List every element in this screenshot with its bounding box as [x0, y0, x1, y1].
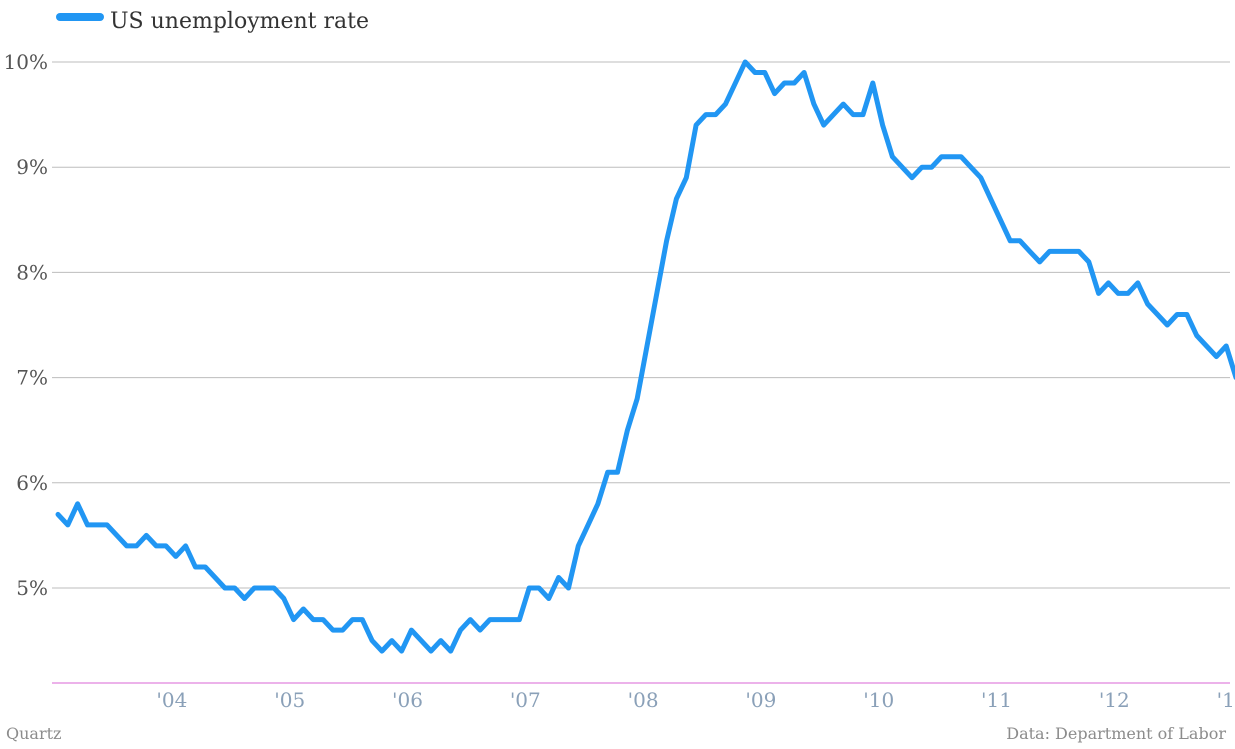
legend: US unemployment rate — [56, 9, 369, 34]
y-tick-label: 8% — [16, 260, 48, 284]
x-tick-label: '04 — [156, 688, 187, 712]
y-tick-label: 6% — [16, 471, 48, 495]
x-tick-label: '05 — [274, 688, 305, 712]
y-tick-label: 5% — [16, 576, 48, 600]
x-tick-label: '07 — [510, 688, 541, 712]
x-tick-label: '09 — [745, 688, 776, 712]
y-axis-tick-labels: 5% 6% 7% 8% 9% 10% — [4, 50, 48, 600]
x-tick-label: '13 — [1217, 688, 1235, 712]
x-tick-label: '10 — [863, 688, 894, 712]
gridlines — [52, 61, 1230, 589]
x-tick-label: '12 — [1099, 688, 1130, 712]
series-line — [55, 59, 1235, 654]
series-group — [55, 59, 1235, 654]
footer-source-brand: Quartz — [6, 724, 61, 743]
x-tick-label: '08 — [628, 688, 659, 712]
legend-label: US unemployment rate — [110, 9, 369, 34]
x-axis-tick-labels: '04 '05 '06 '07 '08 '09 '10 '11 '12 '13 — [156, 688, 1235, 712]
x-tick-label: '11 — [981, 688, 1012, 712]
y-tick-label: 10% — [4, 50, 48, 74]
x-tick-label: '06 — [392, 688, 423, 712]
y-tick-label: 7% — [16, 366, 48, 390]
y-tick-label: 9% — [16, 155, 48, 179]
footer-data-credit: Data: Department of Labor — [1006, 724, 1226, 743]
